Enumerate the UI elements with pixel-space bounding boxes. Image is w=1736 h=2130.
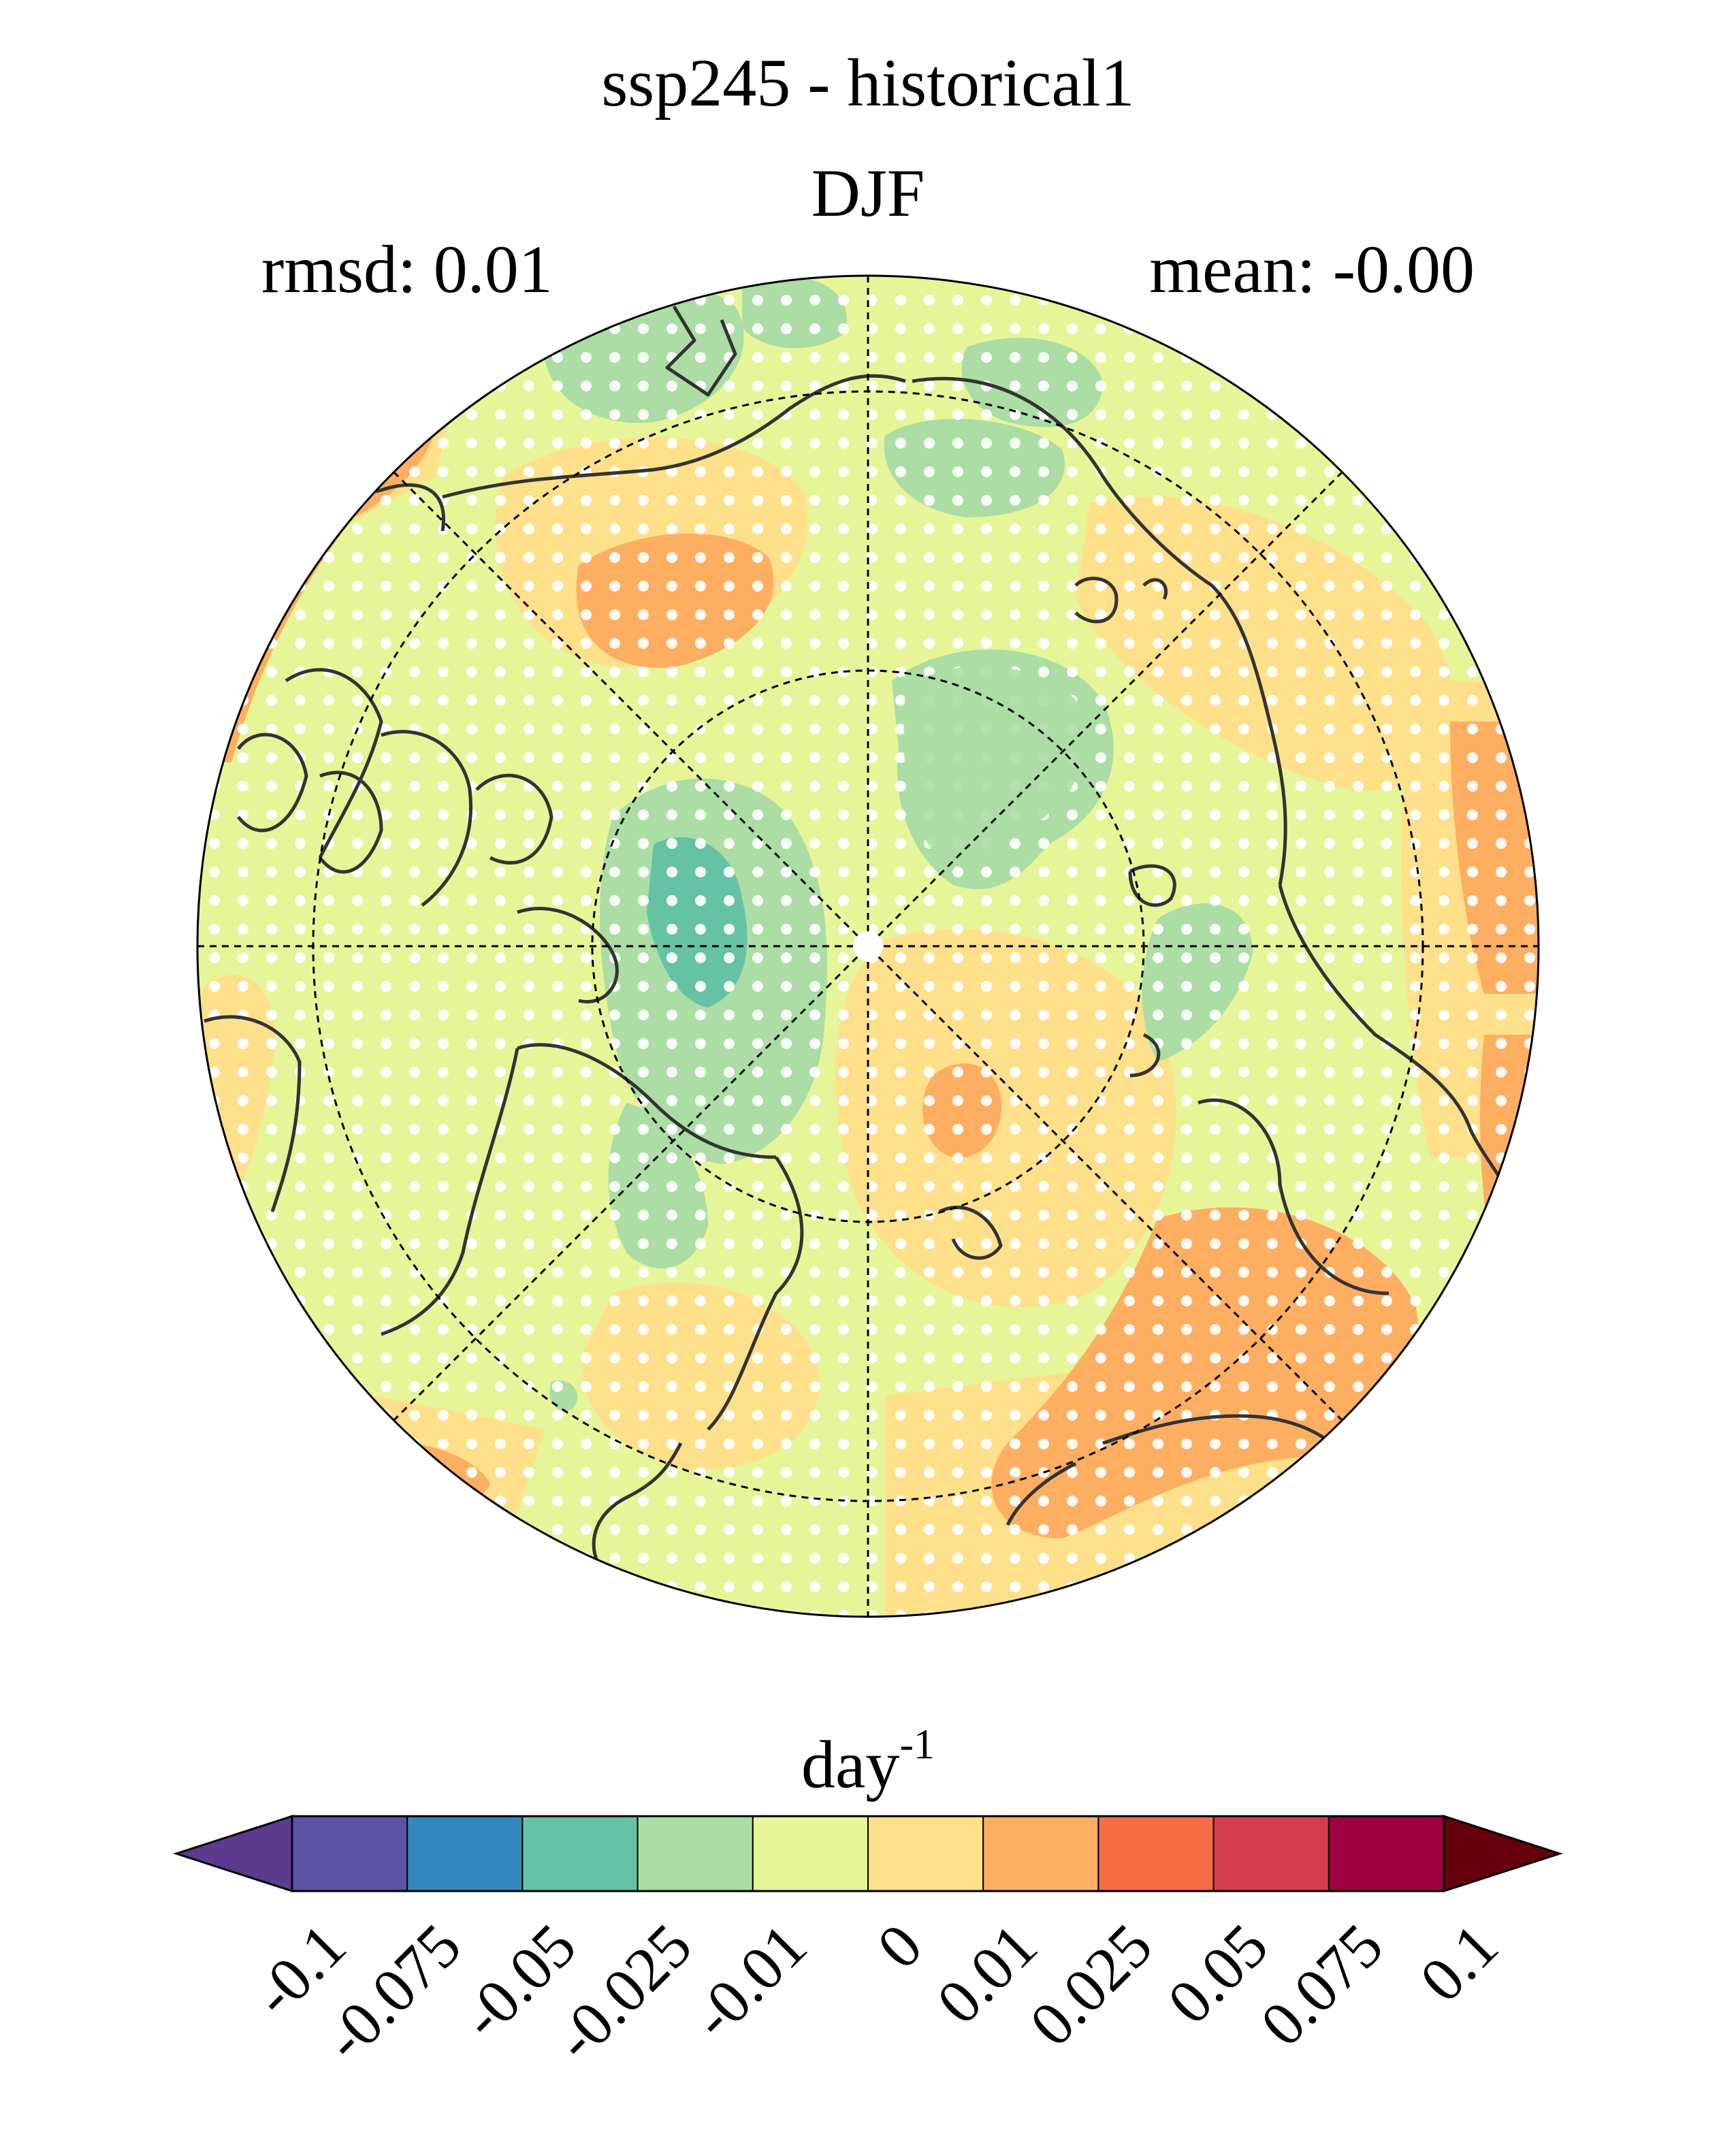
unit-exponent: -1 bbox=[899, 1722, 935, 1768]
coastlines bbox=[204, 305, 1513, 1567]
unit-base: day bbox=[801, 1726, 900, 1803]
polar-map bbox=[196, 274, 1540, 1618]
colorbar-extend-low bbox=[173, 1814, 293, 1893]
colorbar-segment bbox=[752, 1816, 869, 1892]
colorbar-segment bbox=[1212, 1816, 1330, 1892]
colorbar-unit-label: day-1 bbox=[0, 1724, 1736, 1798]
colorbar-segment bbox=[1097, 1816, 1215, 1892]
mean-label: mean: -0.00 bbox=[1149, 231, 1475, 307]
colorbar-segment bbox=[637, 1816, 754, 1892]
colorbar-segment bbox=[867, 1816, 984, 1892]
map-title: ssp245 - historical1 bbox=[601, 45, 1135, 120]
colorbar-outline bbox=[291, 1815, 1445, 1892]
pole-gap bbox=[853, 931, 883, 961]
colorbar-segment bbox=[1328, 1816, 1445, 1892]
colorbar-extend-high bbox=[1443, 1814, 1563, 1893]
colorbar-segment bbox=[982, 1816, 1099, 1892]
unstippled-region bbox=[903, 666, 1087, 863]
colorbar-segment bbox=[406, 1816, 524, 1892]
colorbar-segment bbox=[521, 1816, 639, 1892]
colorbar-segment bbox=[291, 1816, 408, 1892]
rmsd-label: rmsd: 0.01 bbox=[261, 231, 553, 307]
graticule bbox=[197, 276, 1539, 1617]
colorbar-segments bbox=[173, 1814, 1563, 1893]
map-boundary bbox=[196, 274, 1540, 1618]
map-subtitle: DJF bbox=[811, 155, 925, 231]
